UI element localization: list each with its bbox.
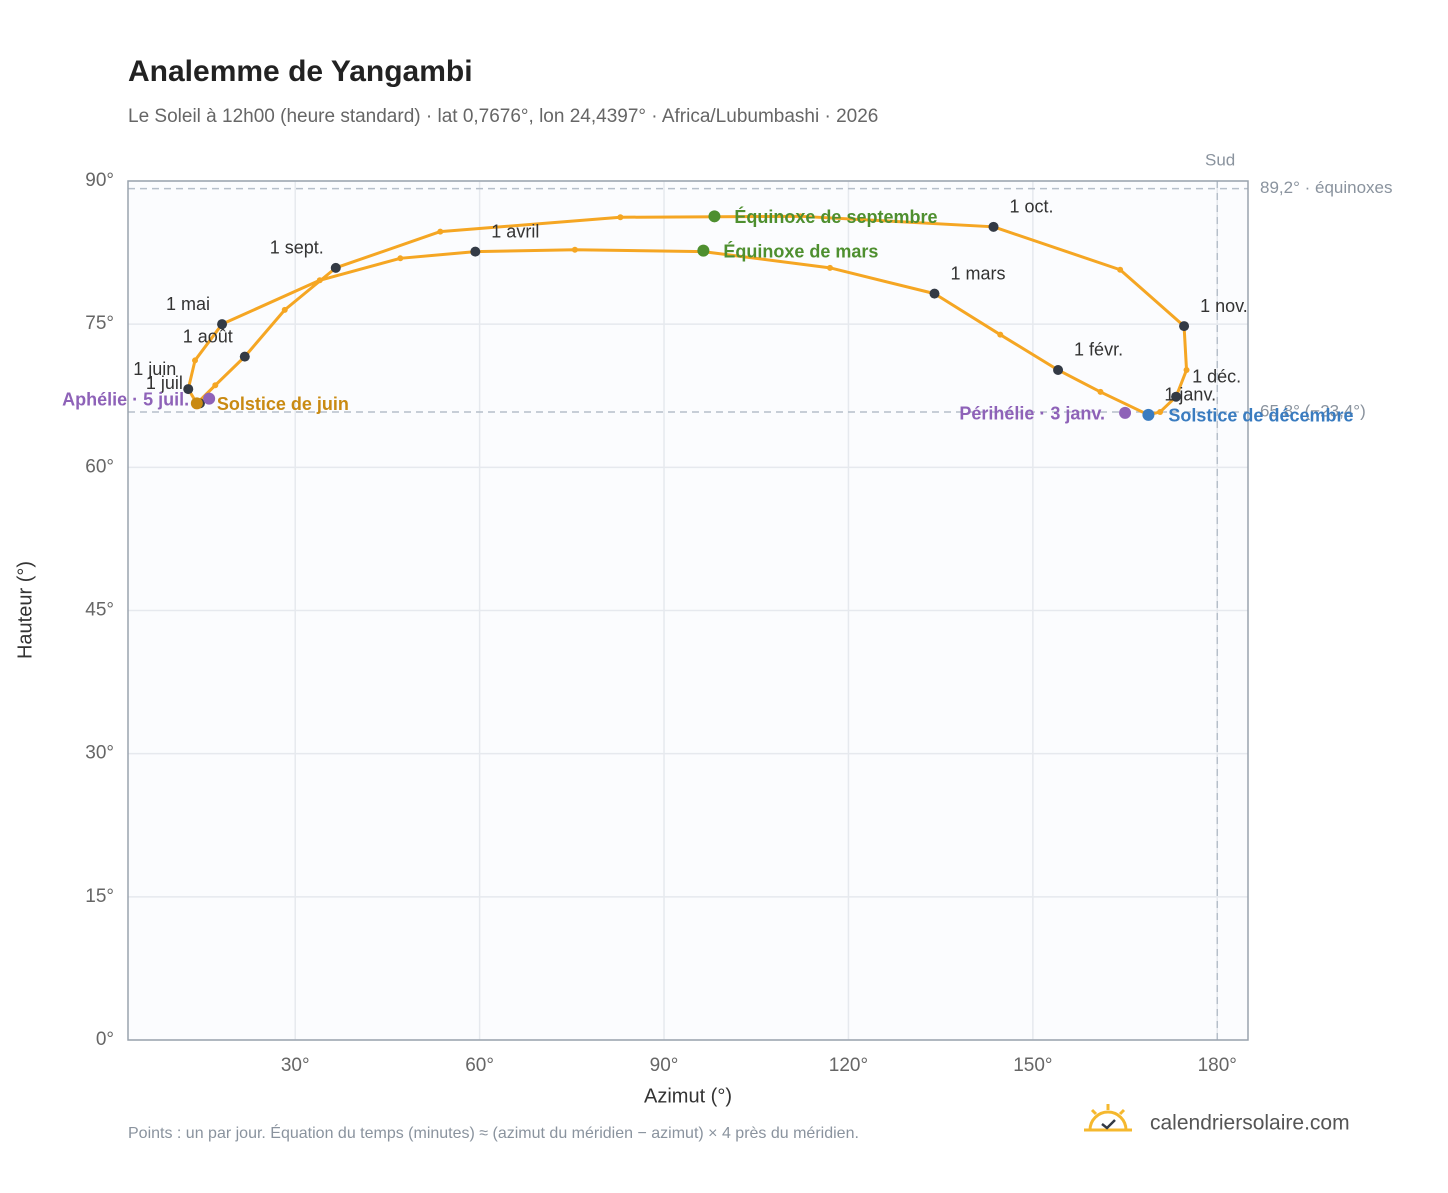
month-label: 1 sept. [270, 238, 324, 258]
month-label: 1 mars [950, 263, 1005, 283]
y-tick-label: 0° [96, 1029, 114, 1050]
month-label: 1 nov. [1200, 296, 1248, 316]
month-label: 1 oct. [1010, 197, 1054, 217]
day-point [1157, 408, 1164, 415]
x-tick-label: 180° [1198, 1055, 1237, 1076]
month-marker [470, 246, 481, 257]
day-point [997, 331, 1004, 338]
month-marker [217, 319, 228, 330]
day-point [192, 357, 199, 364]
day-point [316, 277, 323, 284]
event-point [697, 244, 710, 257]
month-marker [330, 262, 341, 273]
reference-label: 65,8° (−23,4°) [1260, 401, 1366, 420]
event-point [1119, 406, 1132, 419]
month-label: 1 août [183, 326, 233, 346]
day-point [617, 214, 624, 221]
month-marker [239, 351, 250, 362]
event-label: Aphélie · 5 juil. [62, 389, 189, 409]
month-label: 1 janv. [1164, 385, 1216, 405]
plot-frame [127, 180, 1249, 1041]
footnote: Points : un par jour. Équation du temps … [128, 1123, 859, 1142]
event-point [1142, 408, 1155, 421]
day-point [397, 255, 404, 262]
month-marker [1053, 364, 1064, 375]
chart-subtitle: Le Soleil à 12h00 (heure standard) · lat… [128, 106, 878, 127]
month-marker [1179, 321, 1190, 332]
day-point [1117, 266, 1124, 273]
chart-title: Analemme de Yangambi [128, 55, 473, 88]
y-tick-label: 15° [85, 886, 114, 907]
y-tick-label: 45° [85, 600, 114, 621]
event-point [708, 210, 721, 223]
month-label: 1 juin [133, 359, 176, 379]
day-point [212, 382, 219, 389]
x-tick-label: 60° [465, 1055, 494, 1076]
month-label: 1 mai [166, 294, 210, 314]
month-marker [929, 288, 940, 299]
day-point [1097, 388, 1104, 395]
x-axis-label: Azimut (°) [644, 1085, 732, 1107]
month-label: 1 déc. [1192, 366, 1241, 386]
y-tick-label: 75° [85, 313, 114, 334]
y-tick-label: 30° [85, 743, 114, 764]
day-point [571, 246, 578, 253]
day-point [1183, 366, 1190, 373]
brand: calendriersolaire.com [1150, 1112, 1350, 1135]
event-label: Périhélie · 3 janv. [959, 404, 1105, 424]
event-point [203, 392, 216, 405]
x-tick-label: 90° [650, 1055, 679, 1076]
x-tick-label: 30° [281, 1055, 310, 1076]
event-label: Équinoxe de septembre [734, 206, 937, 227]
month-label: 1 juil. [146, 373, 188, 393]
month-label: 1 avril [491, 221, 539, 241]
event-label: Solstice de décembre [1168, 406, 1353, 426]
day-point [437, 228, 444, 235]
y-tick-label: 60° [85, 456, 114, 477]
month-marker [1171, 391, 1182, 402]
y-tick-label: 90° [85, 170, 114, 191]
day-point [826, 264, 833, 271]
event-point [190, 397, 203, 410]
event-label: Équinoxe de mars [723, 240, 878, 261]
x-tick-label: 150° [1013, 1055, 1052, 1076]
month-label: 1 févr. [1074, 340, 1123, 360]
month-marker [988, 221, 999, 232]
y-axis-label: Hauteur (°) [14, 561, 36, 659]
month-marker [183, 384, 194, 395]
day-point [797, 213, 804, 220]
x-tick-label: 120° [829, 1055, 868, 1076]
day-point [281, 306, 288, 313]
event-label: Solstice de juin [217, 394, 349, 414]
brand-logo [1084, 1104, 1132, 1132]
reference-label: Sud [1205, 150, 1235, 169]
reference-label: 89,2° · équinoxes [1260, 178, 1393, 197]
